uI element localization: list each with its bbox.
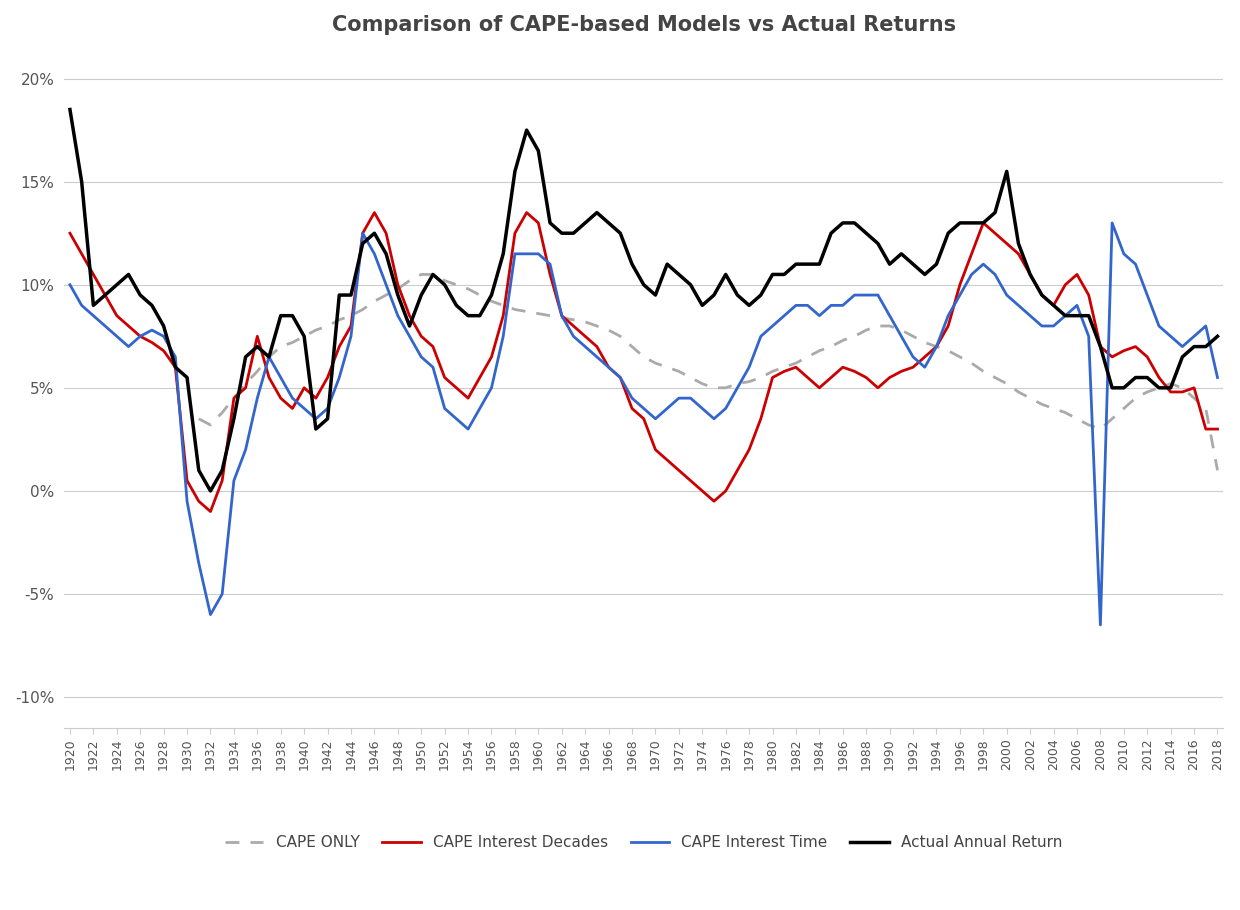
CAPE Interest Decades — [367, 207, 382, 218]
CAPE Interest Time — [414, 351, 429, 362]
Actual Annual Return — [683, 279, 698, 290]
CAPE Interest Time — [1092, 620, 1107, 631]
CAPE ONLY — [496, 300, 511, 311]
CAPE Interest Time — [332, 372, 347, 383]
Actual Annual Return — [62, 104, 77, 115]
Actual Annual Return — [1210, 331, 1225, 342]
CAPE Interest Decades — [343, 320, 358, 331]
CAPE Interest Decades — [438, 372, 453, 383]
Line: CAPE Interest Decades: CAPE Interest Decades — [69, 213, 1218, 511]
CAPE ONLY — [1152, 382, 1167, 393]
Line: CAPE Interest Time: CAPE Interest Time — [69, 223, 1218, 625]
CAPE Interest Decades — [694, 485, 709, 496]
CAPE Interest Time — [636, 403, 651, 414]
CAPE Interest Decades — [203, 506, 218, 517]
CAPE ONLY — [707, 382, 722, 393]
Line: CAPE ONLY: CAPE ONLY — [198, 275, 1218, 470]
CAPE Interest Time — [1210, 372, 1225, 383]
CAPE Interest Decades — [987, 228, 1002, 238]
Actual Annual Return — [343, 289, 358, 300]
Line: Actual Annual Return: Actual Annual Return — [69, 109, 1218, 490]
CAPE ONLY — [191, 413, 206, 424]
CAPE Interest Time — [62, 279, 77, 290]
CAPE Interest Time — [965, 269, 980, 280]
CAPE Interest Time — [671, 393, 686, 404]
Title: Comparison of CAPE-based Models vs Actual Returns: Comparison of CAPE-based Models vs Actua… — [331, 15, 956, 35]
CAPE ONLY — [215, 407, 229, 418]
Actual Annual Return — [425, 269, 440, 280]
Actual Annual Return — [649, 289, 663, 300]
Actual Annual Return — [203, 485, 218, 496]
CAPE Interest Decades — [391, 279, 405, 290]
CAPE Interest Time — [367, 248, 382, 259]
Legend: CAPE ONLY, CAPE Interest Decades, CAPE Interest Time, Actual Annual Return: CAPE ONLY, CAPE Interest Decades, CAPE I… — [219, 829, 1069, 856]
CAPE ONLY — [1210, 465, 1225, 476]
CAPE ONLY — [414, 269, 429, 280]
CAPE Interest Decades — [1210, 424, 1225, 435]
Actual Annual Return — [378, 248, 393, 259]
CAPE Interest Decades — [62, 228, 77, 238]
CAPE Interest Time — [1105, 217, 1120, 228]
Actual Annual Return — [976, 217, 991, 228]
CAPE ONLY — [800, 351, 815, 362]
CAPE ONLY — [484, 296, 498, 307]
CAPE Interest Decades — [660, 454, 675, 465]
